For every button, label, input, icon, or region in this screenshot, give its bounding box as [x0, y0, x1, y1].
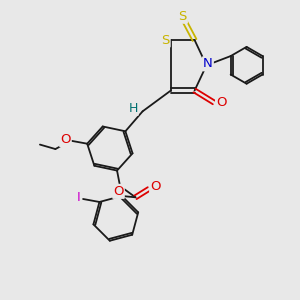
Text: N: N	[203, 57, 213, 70]
Text: O: O	[60, 133, 71, 146]
Text: O: O	[113, 185, 124, 198]
Text: O: O	[150, 179, 160, 193]
Text: H: H	[128, 102, 138, 115]
Text: S: S	[178, 10, 187, 23]
Text: S: S	[161, 34, 169, 46]
Text: I: I	[77, 191, 80, 204]
Text: O: O	[216, 96, 226, 109]
